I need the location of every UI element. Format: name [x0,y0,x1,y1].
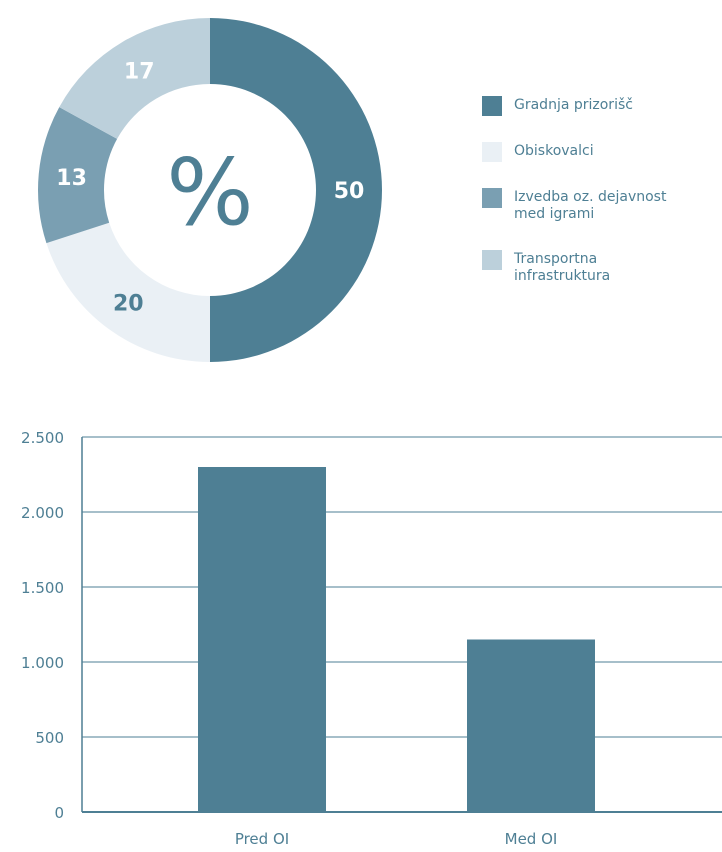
y-tick-label-2000: 2.000 [21,504,64,522]
y-tick-label-500: 500 [35,729,64,747]
x-tick-label-pred-oi: Pred OI [235,830,289,848]
bar-pred-oi [198,467,326,812]
legend-label: Transportna infrastruktura [514,251,611,284]
donut-slice-obiskovalci [46,222,211,362]
legend-swatch [482,96,502,116]
legend-swatch [482,142,502,162]
donut-slice-value-transportna-infrastruktura: 17 [124,59,155,84]
y-tick-label-1000: 1.000 [21,654,64,672]
legend-swatch [482,250,502,270]
y-tick-label-0: 0 [54,804,64,822]
donut-slice-transportna-infrastruktura [59,18,210,139]
legend-label: Gradnja prizorišč [514,97,633,113]
donut-chart: % 50 20 13 17 [38,18,382,362]
legend-item-transportna-infrastruktura: Transportna infrastruktura [482,250,694,285]
legend-swatch [482,188,502,208]
legend-item-gradnja-prizorisc: Gradnja prizorišč [482,96,694,116]
donut-slice-value-gradnja-prizorisc: 50 [334,179,365,204]
legend-label: Obiskovalci [514,143,594,159]
legend-item-izvedba-oz-dejavnost-med-igrami: Izvedba oz. dejavnost med igrami [482,188,694,223]
y-tick-label-2500: 2.500 [21,429,64,447]
donut-slice-value-izvedba-oz-dejavnost-med-igrami: 13 [56,166,87,191]
legend-item-obiskovalci: Obiskovalci [482,142,694,162]
donut-slice-value-obiskovalci: 20 [113,291,144,316]
donut-slice-izvedba-oz-dejavnost-med-igrami [38,107,118,244]
legend-label: Izvedba oz. dejavnost med igrami [514,189,667,222]
donut-slice-gradnja-prizorisc [210,18,382,362]
y-tick-label-1500: 1.500 [21,579,64,597]
bar-chart: 0 500 1.000 1.500 2.000 2.500 Pred OI Med OI [21,429,722,848]
donut-center-symbol: % [166,139,253,246]
x-tick-label-med-oi: Med OI [505,830,558,848]
bar-med-oi [467,639,595,812]
